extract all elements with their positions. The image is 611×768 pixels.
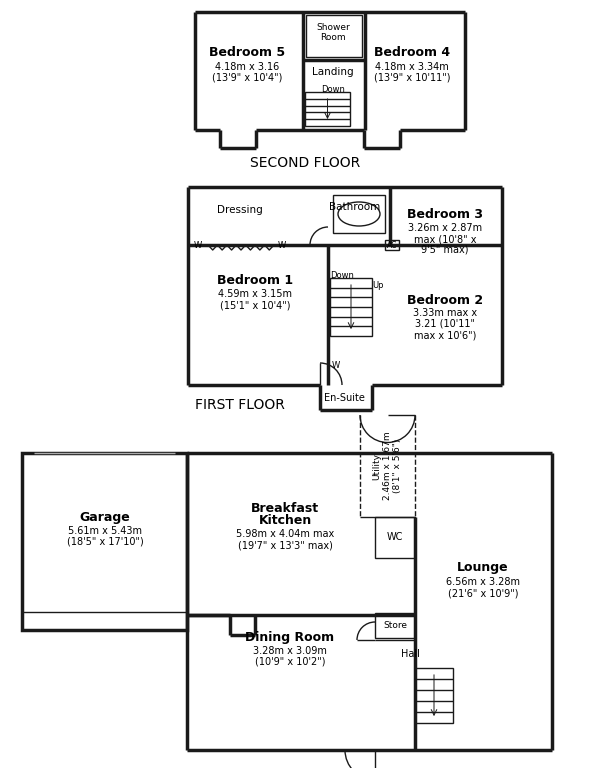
Text: SECOND FLOOR: SECOND FLOOR (250, 156, 360, 170)
Text: 3.21 (10'11": 3.21 (10'11" (415, 319, 475, 329)
Text: Bedroom 2: Bedroom 2 (407, 293, 483, 306)
Text: En-Suite: En-Suite (324, 393, 364, 403)
Text: Down: Down (330, 270, 354, 280)
Text: Dining Room: Dining Room (246, 631, 335, 644)
Text: 5.98m x 4.04m max: 5.98m x 4.04m max (236, 529, 334, 539)
Text: 4.59m x 3.15m: 4.59m x 3.15m (218, 289, 292, 299)
Text: 3.33m max x: 3.33m max x (413, 308, 477, 318)
Text: Up: Up (372, 280, 384, 290)
Text: 3.26m x 2.87m: 3.26m x 2.87m (408, 223, 482, 233)
Text: Bedroom 5: Bedroom 5 (209, 45, 285, 58)
Bar (306, 15, 362, 57)
Text: (18'5" x 17'10"): (18'5" x 17'10") (67, 537, 144, 547)
Bar (22, 453, 187, 630)
Bar (330, 278, 372, 336)
Text: (13'9" x 10'4"): (13'9" x 10'4") (212, 73, 282, 83)
Text: Store: Store (383, 621, 407, 631)
Text: Breakfast: Breakfast (251, 502, 319, 515)
Text: (10'9" x 10'2"): (10'9" x 10'2") (255, 657, 325, 667)
Text: 5.61m x 5.43m: 5.61m x 5.43m (68, 526, 142, 536)
Text: Hall: Hall (401, 649, 419, 659)
Text: Bathroom: Bathroom (329, 202, 381, 212)
Text: 6.56m x 3.28m: 6.56m x 3.28m (446, 577, 520, 587)
Text: Bedroom 3: Bedroom 3 (407, 208, 483, 221)
Text: Bedroom 4: Bedroom 4 (374, 45, 450, 58)
Text: 9'5" max): 9'5" max) (421, 245, 469, 255)
Text: max (10'8" x: max (10'8" x (414, 234, 476, 244)
Bar (305, 92, 350, 126)
Text: Down: Down (321, 84, 345, 94)
Bar (333, 195, 385, 233)
Text: 4.18m x 3.34m: 4.18m x 3.34m (375, 62, 449, 72)
Text: 3.28m x 3.09m: 3.28m x 3.09m (253, 646, 327, 656)
Text: FIRST FLOOR: FIRST FLOOR (195, 398, 285, 412)
Bar (375, 613, 415, 638)
Bar (385, 240, 399, 250)
Text: Shower: Shower (316, 24, 350, 32)
Bar (415, 668, 453, 723)
Text: 4.18m x 3.16: 4.18m x 3.16 (215, 62, 279, 72)
Text: Bedroom 1: Bedroom 1 (217, 273, 293, 286)
Text: WC: WC (387, 532, 403, 542)
Text: AC: AC (387, 240, 397, 250)
Text: W: W (194, 240, 202, 250)
Text: Landing: Landing (312, 67, 354, 77)
Text: Room: Room (320, 34, 346, 42)
Text: max x 10'6"): max x 10'6") (414, 330, 476, 340)
Text: Garage: Garage (79, 511, 130, 524)
Text: Utility
2.46m x 1.67m
(8'1" x 5'6"): Utility 2.46m x 1.67m (8'1" x 5'6") (373, 432, 403, 500)
Text: (21'6" x 10'9"): (21'6" x 10'9") (448, 588, 518, 598)
Text: Kitchen: Kitchen (258, 514, 312, 527)
Bar (375, 517, 415, 558)
Text: W: W (332, 360, 340, 369)
Text: (13'9" x 10'11"): (13'9" x 10'11") (374, 73, 450, 83)
Text: Lounge: Lounge (457, 561, 509, 574)
Text: (19'7" x 13'3" max): (19'7" x 13'3" max) (238, 540, 332, 550)
Text: Dressing: Dressing (217, 205, 263, 215)
Text: (15'1" x 10'4"): (15'1" x 10'4") (220, 300, 290, 310)
Text: W: W (278, 240, 286, 250)
